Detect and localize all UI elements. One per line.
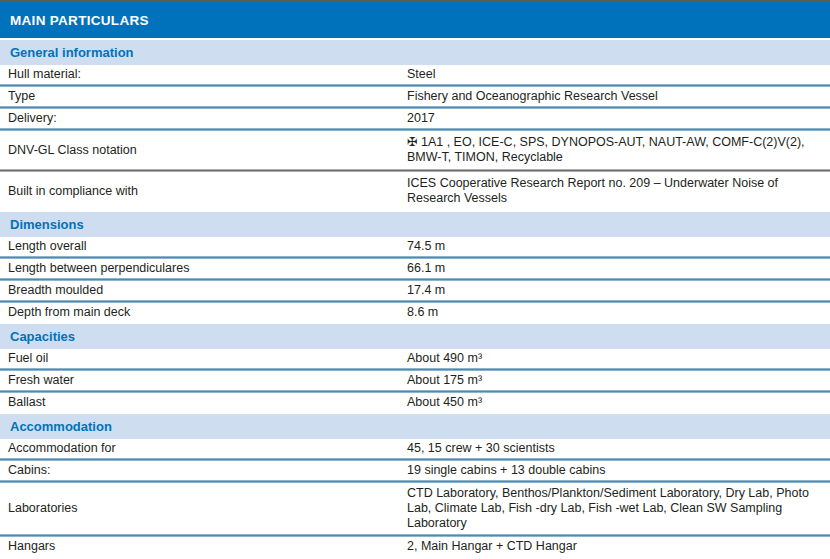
row-value: 66.1 m <box>407 261 830 276</box>
row-label: DNV-GL Class notation <box>0 143 407 158</box>
table-row: Fresh water About 175 m³ <box>0 371 830 390</box>
main-particulars-table: MAIN PARTICULARS General information Hul… <box>0 0 830 556</box>
table-row: Breadth moulded 17.4 m <box>0 281 830 300</box>
row-value: ✠ 1A1 , EO, ICE-C, SPS, DYNOPOS-AUT, NAU… <box>407 135 830 165</box>
row-value: ICES Cooperative Research Report no. 209… <box>407 176 830 206</box>
table-row: Depth from main deck 8.6 m <box>0 303 830 322</box>
row-value: 2017 <box>407 111 830 126</box>
row-value: CTD Laboratory, Benthos/Plankton/Sedimen… <box>407 486 830 531</box>
table-row: Built in compliance with ICES Cooperativ… <box>0 172 830 210</box>
table-row: Length between perpendiculares 66.1 m <box>0 259 830 278</box>
section-band-general-information: General information <box>0 40 830 65</box>
row-value: 17.4 m <box>407 283 830 298</box>
table-title-bar: MAIN PARTICULARS <box>0 2 830 38</box>
row-label: Ballast <box>0 395 407 410</box>
table-row: Accommodation for 45, 15 crew + 30 scien… <box>0 439 830 458</box>
row-label: Breadth moulded <box>0 283 407 298</box>
row-value: About 450 m³ <box>407 395 830 410</box>
table-row: Length overall 74.5 m <box>0 237 830 256</box>
section-title: General information <box>10 45 134 60</box>
row-value: About 175 m³ <box>407 373 830 388</box>
row-value: 19 single cabins + 13 double cabins <box>407 463 830 478</box>
section-title: Accommodation <box>10 419 112 434</box>
section-band-dimensions: Dimensions <box>0 212 830 237</box>
row-label: Hangars <box>0 539 407 554</box>
row-value: Steel <box>407 67 830 82</box>
row-label: Built in compliance with <box>0 184 407 199</box>
section-title: Dimensions <box>10 217 84 232</box>
row-label: Length overall <box>0 239 407 254</box>
table-row: Ballast About 450 m³ <box>0 393 830 412</box>
row-value: Fishery and Oceanographic Research Vesse… <box>407 89 830 104</box>
row-label: Fresh water <box>0 373 407 388</box>
row-label: Fuel oil <box>0 351 407 366</box>
table-title: MAIN PARTICULARS <box>10 13 149 28</box>
section-band-capacities: Capacities <box>0 324 830 349</box>
table-row: Hull material: Steel <box>0 65 830 84</box>
table-row: Fuel oil About 490 m³ <box>0 349 830 368</box>
row-label: Type <box>0 89 407 104</box>
section-band-accommodation: Accommodation <box>0 414 830 439</box>
row-label: Depth from main deck <box>0 305 407 320</box>
row-value: About 490 m³ <box>407 351 830 366</box>
row-value: 2, Main Hangar + CTD Hangar <box>407 539 830 554</box>
row-value: 45, 15 crew + 30 scientists <box>407 441 830 456</box>
row-label: Length between perpendiculares <box>0 261 407 276</box>
row-label: Laboratories <box>0 501 407 516</box>
section-title: Capacities <box>10 329 75 344</box>
row-value: 74.5 m <box>407 239 830 254</box>
table-row: Hangars 2, Main Hangar + CTD Hangar <box>0 537 830 556</box>
row-label: Accommodation for <box>0 441 407 456</box>
table-row: Cabins: 19 single cabins + 13 double cab… <box>0 461 830 480</box>
table-row: Delivery: 2017 <box>0 109 830 128</box>
row-value: 8.6 m <box>407 305 830 320</box>
row-label: Hull material: <box>0 67 407 82</box>
table-row: Type Fishery and Oceanographic Research … <box>0 87 830 106</box>
row-label: Cabins: <box>0 463 407 478</box>
table-row: Laboratories CTD Laboratory, Benthos/Pla… <box>0 483 830 534</box>
row-label: Delivery: <box>0 111 407 126</box>
table-row: DNV-GL Class notation ✠ 1A1 , EO, ICE-C,… <box>0 131 830 169</box>
